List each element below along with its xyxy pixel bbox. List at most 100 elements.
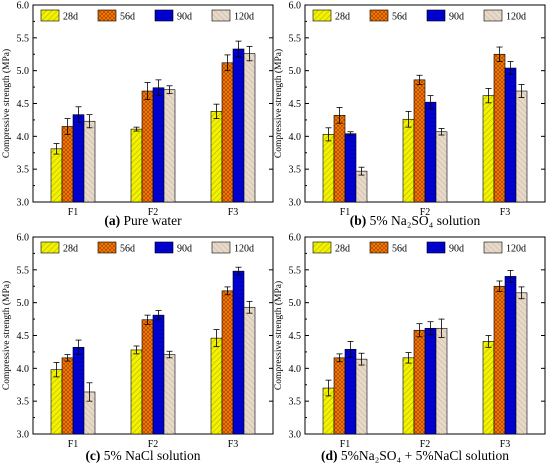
y-tick-label: 6.0 (289, 1, 302, 12)
bar-120d-F3 (243, 306, 256, 435)
legend-swatch-90d (154, 241, 174, 254)
bar-56d-F3 (221, 62, 234, 203)
panel-caption: (c) 5% NaCl solution (85, 448, 200, 463)
legend-label-28d: 28d (335, 244, 350, 255)
bar-28d-F2 (402, 357, 415, 435)
legend-swatch-90d (154, 9, 174, 22)
y-tick-label: 4.5 (17, 331, 30, 342)
legend-swatch-90d (426, 241, 446, 254)
caption-text: 5% NaCl solution (100, 448, 200, 463)
chart-panel-4: 3.0 3.5 4.0 4.5 5.0 5.5 6.0 Compressive strengt… (273, 233, 546, 463)
x-tick-label: F3 (228, 439, 239, 450)
bar-90d-F1 (344, 133, 357, 203)
y-tick-label: 3.5 (289, 397, 302, 408)
panel-caption: (b) 5% Na₂SO₄ solution (350, 213, 481, 228)
legend-label-90d: 90d (449, 12, 464, 23)
x-tick-label: F3 (500, 207, 511, 218)
bar-56d-F2 (141, 90, 154, 203)
bar-90d-F3 (504, 67, 517, 203)
x-tick-label: F2 (148, 439, 159, 450)
legend-label-56d: 56d (120, 244, 135, 255)
y-tick-label: 6.0 (17, 1, 30, 12)
legend-label-90d: 90d (177, 244, 192, 255)
bar-56d-F1 (61, 126, 74, 203)
bar-28d-F3 (482, 341, 495, 435)
y-tick-label: 5.0 (289, 66, 302, 77)
legend-swatch-56d (369, 241, 389, 254)
bar-28d-F3 (210, 111, 223, 203)
legend-swatch-28d (312, 9, 332, 22)
y-axis-label: Compressive strength (MPa) (273, 281, 284, 390)
y-tick-label: 5.5 (17, 33, 30, 44)
bar-28d-F1 (50, 148, 63, 203)
bar-90d-F1 (72, 114, 85, 203)
y-tick-label: 4.0 (289, 364, 302, 375)
bar-120d-F2 (435, 327, 448, 435)
bar-56d-F1 (333, 115, 346, 203)
y-tick-label: 3.5 (289, 165, 302, 176)
bar-56d-F1 (333, 357, 346, 435)
x-tick-label: F2 (148, 207, 159, 218)
x-tick-label: F1 (340, 439, 351, 450)
legend-swatch-28d (40, 241, 60, 254)
bar-90d-F2 (152, 314, 165, 435)
legend-label-56d: 56d (392, 244, 407, 255)
bar-120d-F1 (355, 358, 368, 435)
bar-28d-F1 (322, 134, 335, 203)
y-tick-label: 3.0 (17, 198, 30, 209)
legend-label-90d: 90d (177, 12, 192, 23)
legend-swatch-90d (426, 9, 446, 22)
legend: 28d 56d 90d 120d (312, 241, 526, 255)
caption-tag: (c) (85, 448, 100, 463)
y-tick-label: 6.0 (289, 233, 302, 244)
legend-swatch-28d (312, 241, 332, 254)
bar-120d-F2 (163, 89, 176, 203)
legend-label-120d: 120d (506, 244, 526, 255)
legend-swatch-56d (97, 241, 117, 254)
bar-120d-F3 (515, 90, 528, 203)
bar-90d-F1 (72, 347, 85, 435)
bar-120d-F2 (435, 131, 448, 203)
panel-caption: (d) 5%Na₂SO₄ + 5%NaCl solution (321, 448, 509, 463)
legend-swatch-56d (97, 9, 117, 22)
caption-text: Pure water (120, 213, 182, 228)
caption-text: 5%Na₂SO₄ + 5%NaCl solution (337, 448, 509, 463)
y-tick-label: 4.5 (289, 99, 302, 110)
legend-label-120d: 120d (506, 12, 526, 23)
legend-label-120d: 120d (234, 244, 254, 255)
panel-caption: (a) Pure water (104, 213, 182, 228)
x-tick-label: F2 (420, 207, 431, 218)
y-tick-label: 4.0 (17, 364, 30, 375)
bar-120d-F2 (163, 354, 176, 435)
caption-text: 5% Na₂SO₄ solution (366, 213, 480, 228)
legend-swatch-56d (369, 9, 389, 22)
y-tick-label: 6.0 (17, 233, 30, 244)
bar-90d-F2 (424, 327, 437, 435)
legend-swatch-28d (40, 9, 60, 22)
bar-28d-F2 (130, 128, 143, 203)
caption-tag: (d) (321, 448, 338, 463)
y-tick-label: 5.5 (289, 265, 302, 276)
bar-90d-F2 (424, 101, 437, 203)
y-axis-label: Compressive strength (MPa) (273, 49, 284, 158)
caption-tag: (b) (350, 213, 367, 228)
bar-56d-F2 (141, 319, 154, 435)
x-tick-label: F1 (68, 207, 79, 218)
bar-90d-F3 (504, 276, 517, 435)
bar-28d-F1 (50, 369, 63, 435)
x-tick-label: F1 (68, 439, 79, 450)
legend-label-90d: 90d (449, 244, 464, 255)
legend-label-28d: 28d (63, 244, 78, 255)
legend-swatch-120d (483, 241, 503, 254)
y-axis-label: Compressive strength (MPa) (1, 281, 12, 390)
legend-label-120d: 120d (234, 12, 254, 23)
y-tick-label: 3.0 (289, 430, 302, 441)
legend: 28d 56d 90d 120d (40, 9, 254, 23)
x-tick-label: F1 (340, 207, 351, 218)
chart-panel-2: 3.0 3.5 4.0 4.5 5.0 5.5 6.0 Compressive strengt… (273, 1, 546, 228)
y-tick-label: 4.5 (289, 331, 302, 342)
legend-swatch-120d (211, 241, 231, 254)
bar-90d-F3 (232, 48, 245, 203)
